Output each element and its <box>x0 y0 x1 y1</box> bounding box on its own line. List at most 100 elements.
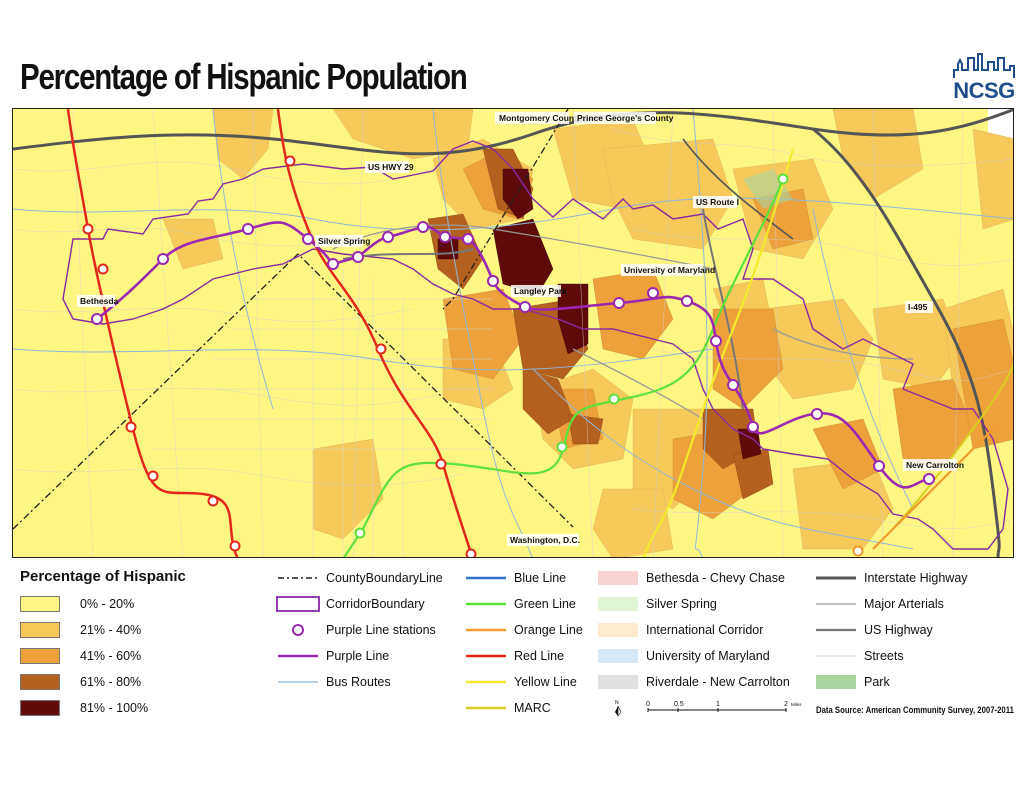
street-network <box>13 109 1013 557</box>
legend-label: Yellow Line <box>514 675 577 689</box>
legend-silver-spring: Silver Spring <box>596 595 717 613</box>
legend-label: CorridorBoundary <box>326 597 425 611</box>
legend-purple-line: Purple Line <box>276 647 389 665</box>
legend-swatch <box>20 648 60 664</box>
legend-label: Bethesda - Chevy Chase <box>646 571 785 585</box>
legend-class-row: 41% - 60% <box>20 647 141 665</box>
legend-title: Percentage of Hispanic <box>20 568 186 585</box>
scale-tick-05: 0.5 <box>674 701 684 708</box>
red-line-stations <box>82 155 477 557</box>
purple-outline-box-icon <box>276 596 320 612</box>
legend-class-label: 21% - 40% <box>80 623 142 637</box>
legend-class-label: 0% - 20% <box>80 597 135 611</box>
green-line-icon <box>466 602 506 606</box>
legend-class-row: 0% - 20% <box>20 595 134 613</box>
interstate-highways <box>13 109 1013 557</box>
arterial-line-icon <box>816 603 856 605</box>
legend-university-of-maryland: University of Maryland <box>596 647 770 665</box>
orange-line <box>872 418 1004 550</box>
legend-label: Bus Routes <box>326 675 391 689</box>
legend-label: US Highway <box>864 623 933 637</box>
bus-route-line-icon <box>278 681 318 683</box>
page-title: Percentage of Hispanic Population <box>20 56 468 97</box>
area-swatch-icon <box>598 649 638 663</box>
legend-international-corridor: International Corridor <box>596 621 763 639</box>
data-source: Data Source: American Community Survey, … <box>816 705 1014 715</box>
logo-text: NCSG <box>953 78 1015 103</box>
marc-line <box>882 362 1013 540</box>
skyline-icon <box>953 53 1015 78</box>
label-university-of-maryland: University of Maryland <box>624 265 715 275</box>
orange-line-station <box>852 545 864 557</box>
scale-bar-graphic: N 0 0.5 1 2 Miles <box>615 700 802 717</box>
legend-major-arterials: Major Arterials <box>814 595 944 613</box>
legend-class-row: 81% - 100% <box>20 699 148 717</box>
ncsg-logo: NCSG <box>952 52 1016 103</box>
map-canvas[interactable]: Montgomery County Prince George's County… <box>13 109 1014 558</box>
area-swatch-icon <box>598 675 638 689</box>
major-arterials <box>332 224 914 420</box>
legend-label: Blue Line <box>514 571 567 585</box>
legend-purple-stations: Purple Line stations <box>276 621 436 639</box>
red-line-icon <box>466 654 506 658</box>
us-highway-line-icon <box>816 628 856 632</box>
county-boundary-lines <box>13 109 574 530</box>
legend-label: Orange Line <box>514 623 583 637</box>
legend-orange-line: Orange Line <box>464 621 583 639</box>
station-circle-icon <box>292 624 304 636</box>
legend-label: CountyBoundaryLine <box>326 571 443 585</box>
legend-corridor-boundary: CorridorBoundary <box>276 595 425 613</box>
label-montgomery-county: Montgomery County <box>499 113 582 123</box>
purple-line <box>96 221 930 489</box>
scale-bar: N 0 0.5 1 2 Miles <box>612 698 812 720</box>
legend-label: MARC <box>514 701 551 715</box>
legend-bus-routes: Bus Routes <box>276 673 391 691</box>
legend-class-label: 61% - 80% <box>80 675 142 689</box>
north-label: N <box>615 700 619 706</box>
legend-label: Major Arterials <box>864 597 944 611</box>
scale-tick-1: 1 <box>716 701 720 708</box>
legend-swatch <box>20 674 60 690</box>
corridor-boundary <box>62 140 1009 550</box>
label-i495: I-495 <box>908 302 928 312</box>
yellow-line <box>642 148 795 557</box>
legend-green-line: Green Line <box>464 595 576 613</box>
legend-class-label: 41% - 60% <box>80 649 142 663</box>
map-frame[interactable]: Montgomery County Prince George's County… <box>12 108 1014 558</box>
blue-line-icon <box>466 576 506 580</box>
legend-class-row: 21% - 40% <box>20 621 141 639</box>
legend-label: Interstate Highway <box>864 571 968 585</box>
label-silver-spring: Silver Spring <box>318 236 370 246</box>
legend-interstate-highway: Interstate Highway <box>814 569 968 587</box>
legend-label: Streets <box>864 649 904 663</box>
north-arrow-icon <box>615 706 618 716</box>
dc-street-grid <box>153 269 493 557</box>
legend-swatch <box>20 596 60 612</box>
green-line <box>343 178 785 557</box>
legend-label: Green Line <box>514 597 576 611</box>
label-washington-dc: Washington, D.C. <box>510 535 580 545</box>
label-langley-park: Langley Park <box>514 286 567 296</box>
park-swatch-icon <box>816 675 856 689</box>
label-prince-georges-county: Prince George's County <box>577 113 674 123</box>
area-swatch-icon <box>598 597 638 611</box>
label-us-hwy-29: US HWY 29 <box>368 162 414 172</box>
park-area <box>743 169 793 209</box>
legend-label: Riverdale - New Carrolton <box>646 675 790 689</box>
area-swatch-icon <box>598 571 638 585</box>
legend-label: Red Line <box>514 649 565 663</box>
legend-label: International Corridor <box>646 623 764 637</box>
interstate-line-icon <box>816 576 856 580</box>
dash-dot-line-icon <box>278 577 318 579</box>
legend-swatch <box>20 622 60 638</box>
purple-line-icon <box>278 654 318 658</box>
scale-tick-2: 2 <box>784 701 788 708</box>
red-line <box>66 109 474 557</box>
legend-park: Park <box>814 673 890 691</box>
legend-swatch <box>20 700 60 716</box>
legend-yellow-line: Yellow Line <box>464 673 577 691</box>
legend-label: Purple Line <box>326 649 390 663</box>
street-line-icon <box>816 655 856 657</box>
class-81-100-areas <box>437 168 762 460</box>
legend-bethesda-chevy-chase: Bethesda - Chevy Chase <box>596 569 785 587</box>
